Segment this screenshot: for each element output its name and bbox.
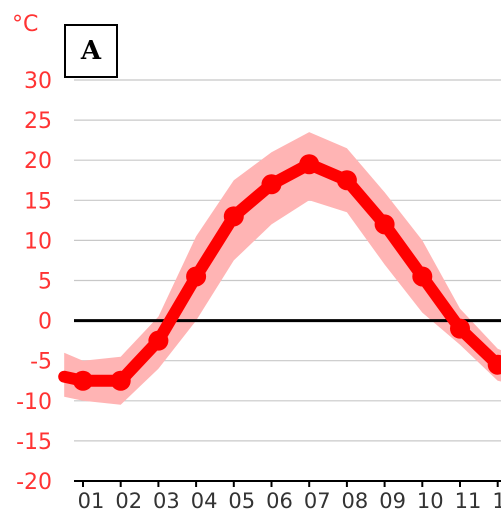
y-tick-label: 30: [24, 69, 52, 94]
x-axis: [74, 480, 501, 487]
x-tick-label: 04: [191, 489, 218, 513]
x-tick-label: 03: [153, 489, 180, 513]
y-tick-label: 5: [38, 270, 52, 295]
y-tick-label: 0: [38, 310, 52, 335]
x-tick-labels: 01 02 03 04 05 06 07 08 09 10 11 12: [78, 489, 501, 513]
data-point: [73, 370, 93, 391]
y-tick-label: -15: [16, 430, 52, 455]
data-point: [261, 174, 282, 195]
data-point: [110, 370, 131, 391]
data-point: [412, 266, 433, 287]
y-tick-label: 20: [24, 149, 52, 174]
data-point: [487, 354, 501, 375]
temperature-range-band: [64, 132, 501, 405]
x-tick-label: 01: [78, 489, 105, 513]
data-point: [148, 330, 169, 351]
x-tick-label: 05: [228, 489, 255, 513]
data-point: [186, 266, 207, 287]
x-tick-label: 12: [492, 489, 501, 513]
data-point: [374, 214, 395, 235]
y-tick-label: 25: [24, 109, 52, 134]
x-tick-label: 07: [304, 489, 331, 513]
data-point: [223, 206, 244, 227]
x-tick-label: 09: [379, 489, 406, 513]
y-unit-label: °C: [12, 12, 38, 37]
temperature-points: [73, 154, 501, 391]
x-tick-label: 10: [417, 489, 444, 513]
y-tick-label: -20: [16, 470, 52, 495]
x-tick-label: 06: [266, 489, 293, 513]
x-tick-label: 08: [342, 489, 369, 513]
range-band: [64, 132, 501, 405]
y-tick-label: 10: [24, 229, 52, 254]
data-point: [336, 170, 357, 191]
panel-label: A: [64, 24, 118, 78]
x-tick-label: 11: [455, 489, 482, 513]
y-tick-label: 15: [24, 189, 52, 214]
y-tick-label: -5: [30, 350, 52, 375]
y-tick-label: -10: [16, 390, 52, 415]
data-point: [450, 318, 470, 339]
y-tick-labels: 30 25 20 15 10 5 0 -5 -10 -15 -20: [16, 69, 52, 495]
data-point: [299, 154, 320, 175]
x-tick-label: 02: [115, 489, 142, 513]
